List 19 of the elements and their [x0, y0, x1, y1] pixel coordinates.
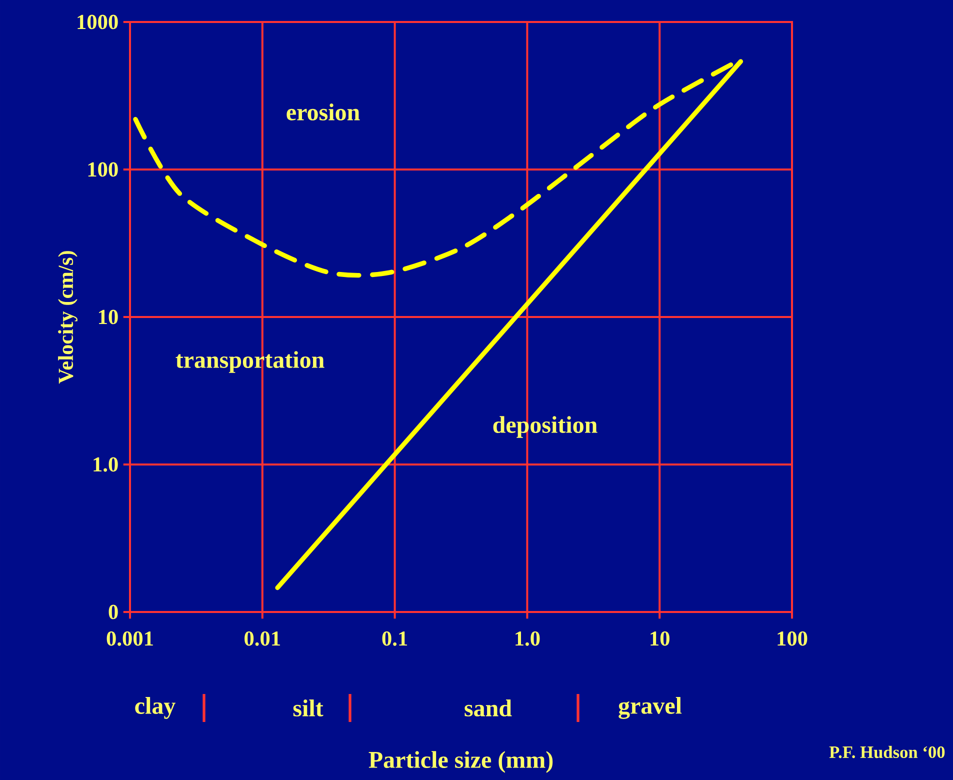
- x-tick-label: 0.1: [382, 631, 408, 646]
- y-tick-label: 100: [88, 162, 118, 177]
- y-tick-label: 10: [99, 310, 118, 324]
- y-tick-label: 1000: [78, 14, 118, 30]
- text: clay: [135, 697, 176, 719]
- x-tick-label: 10: [650, 631, 670, 646]
- annotation: erosion: [286, 104, 360, 120]
- text: gravel: [618, 696, 682, 719]
- y-axis-title: Velocity (cm/s): [58, 251, 78, 384]
- y-tick-label: 1.0: [94, 457, 118, 472]
- x-tick-label: 0.01: [244, 631, 280, 646]
- x-tick-label: 1.0: [516, 631, 540, 646]
- x-axis-title: Particle size (mm): [368, 751, 553, 773]
- text: sand: [464, 700, 512, 716]
- text: silt: [293, 700, 324, 716]
- text: P.F. Hudson ‘00: [829, 746, 945, 758]
- y-tick-label: 0: [108, 604, 118, 620]
- x-tick-label: 0.001: [106, 631, 153, 646]
- x-tick-label: 100: [778, 631, 808, 646]
